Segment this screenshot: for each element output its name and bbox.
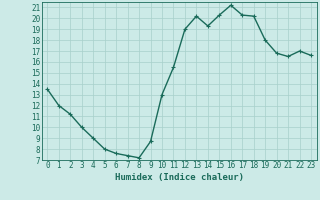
X-axis label: Humidex (Indice chaleur): Humidex (Indice chaleur): [115, 173, 244, 182]
